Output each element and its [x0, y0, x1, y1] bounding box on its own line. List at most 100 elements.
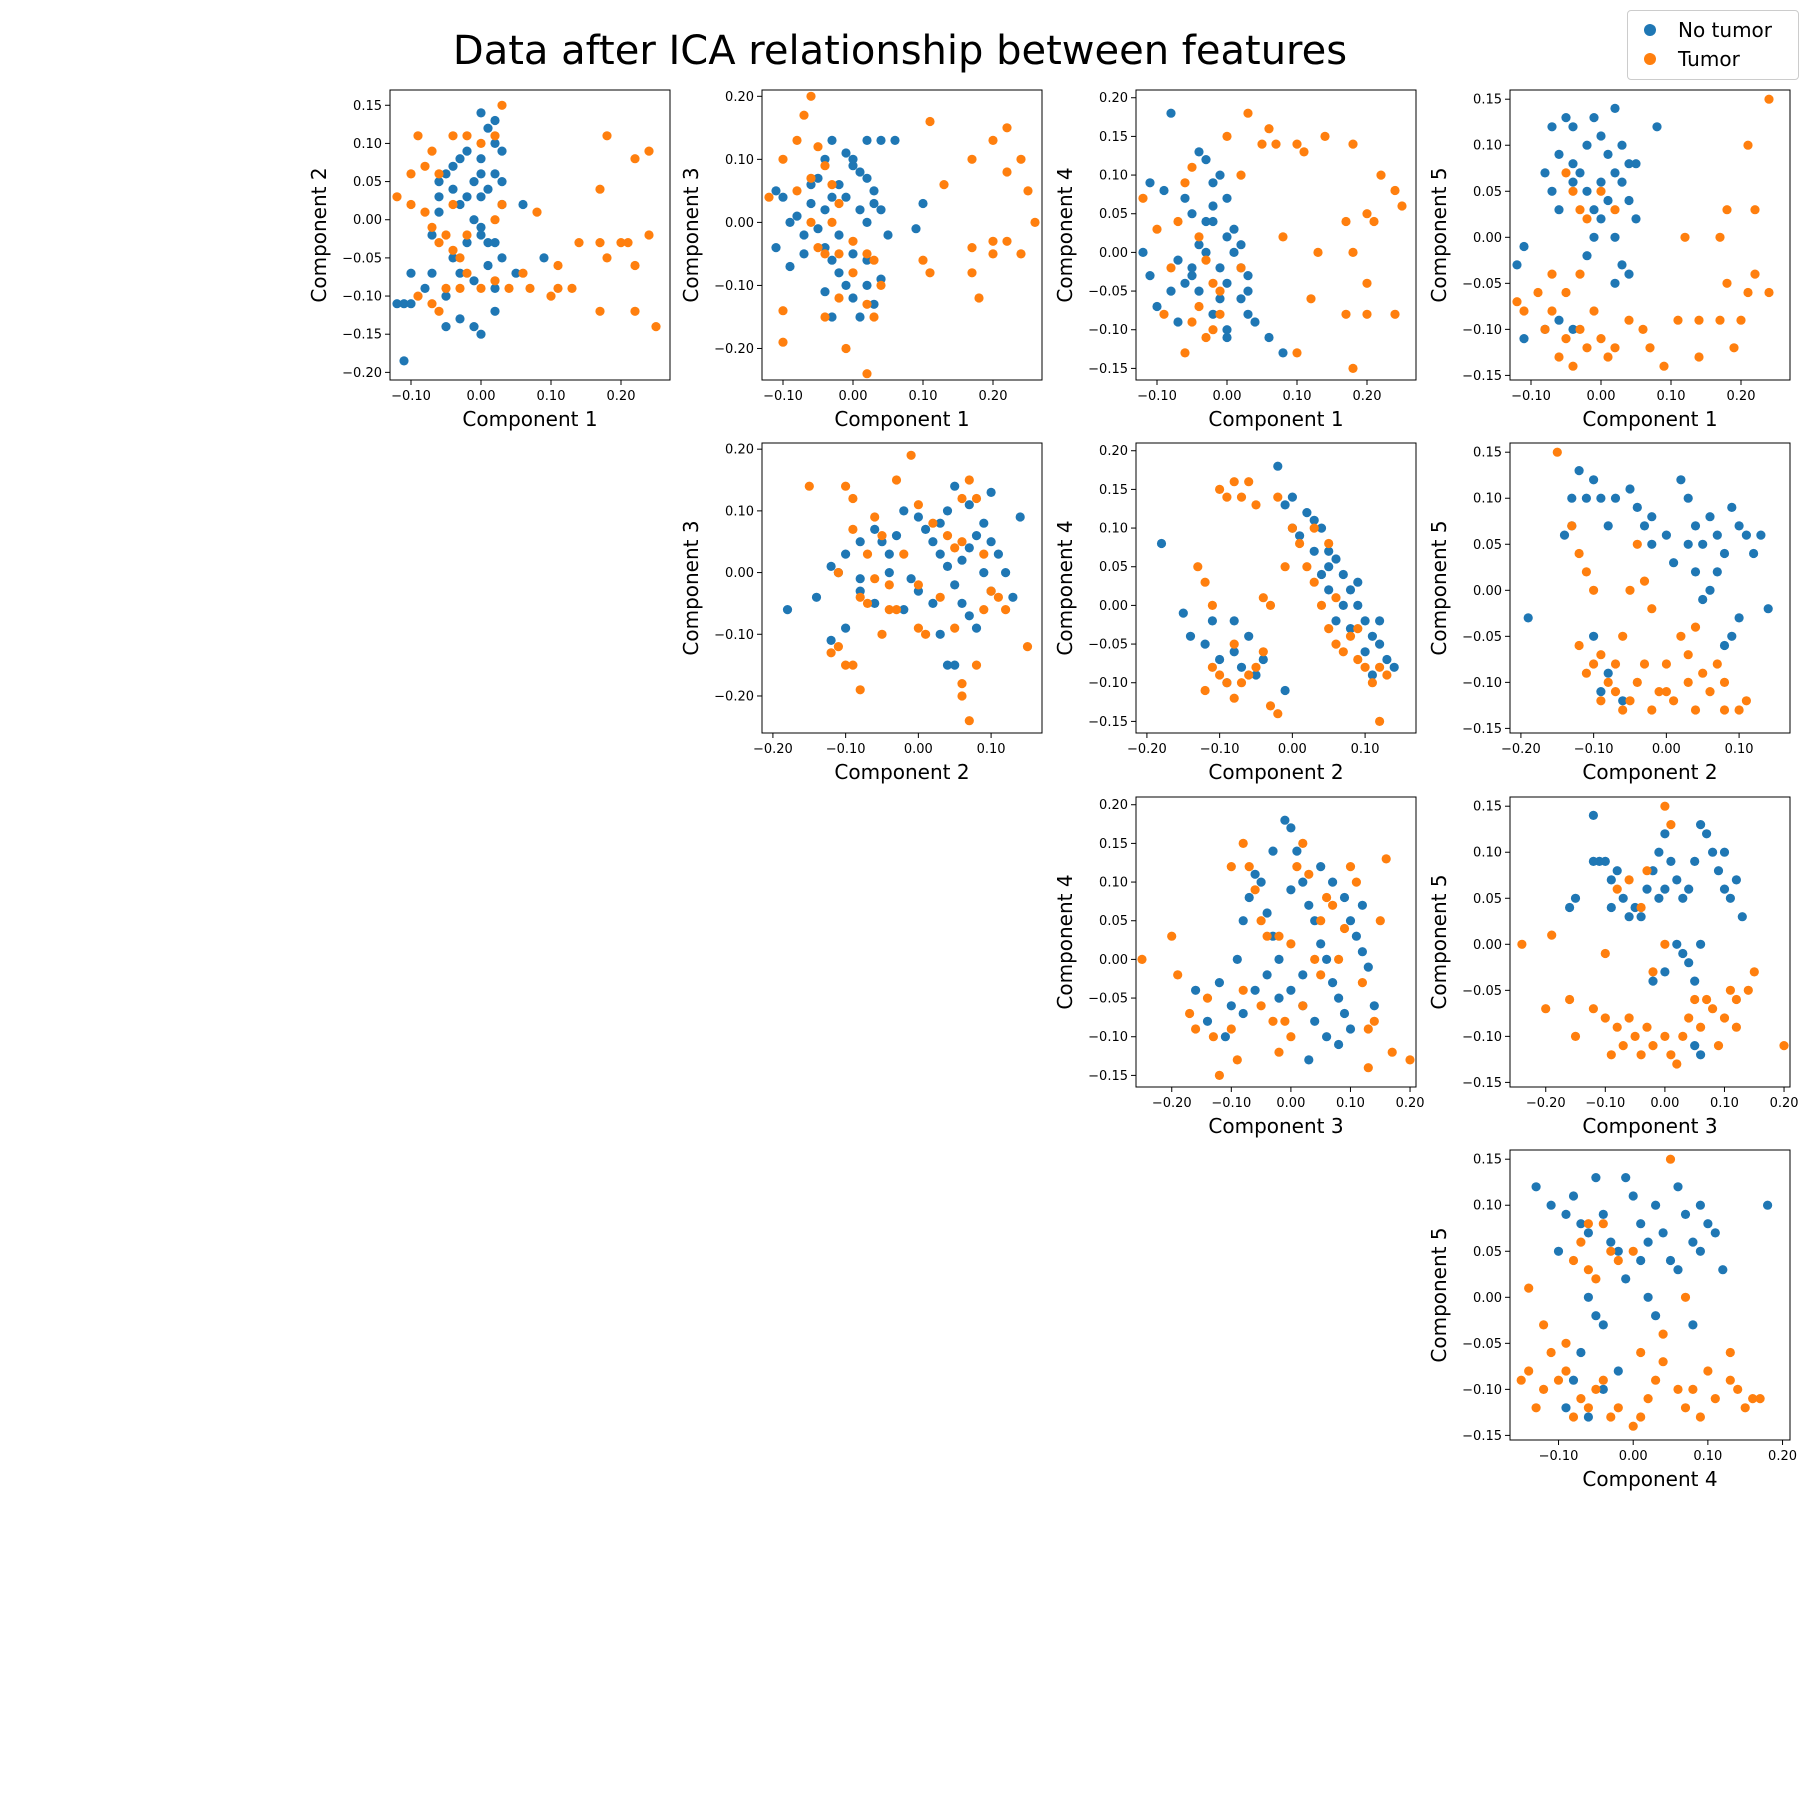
- point-tumor: [1369, 216, 1379, 227]
- point-no-tumor: [1749, 548, 1759, 559]
- point-tumor: [778, 337, 788, 347]
- point-no-tumor: [1708, 847, 1718, 857]
- point-no-tumor: [848, 154, 858, 164]
- point-tumor: [764, 192, 774, 202]
- point-tumor: [1258, 593, 1268, 603]
- point-tumor: [778, 306, 788, 316]
- point-no-tumor: [1331, 554, 1341, 564]
- x-tick-label: −0.10: [1211, 1096, 1251, 1111]
- point-no-tumor: [1229, 616, 1239, 626]
- point-tumor: [862, 369, 872, 379]
- point-tumor: [1628, 1421, 1638, 1431]
- point-no-tumor: [1568, 122, 1578, 132]
- point-tumor: [476, 283, 486, 293]
- point-tumor: [1201, 332, 1211, 343]
- point-tumor: [1600, 948, 1610, 959]
- point-tumor: [1002, 167, 1012, 177]
- point-no-tumor: [1229, 247, 1239, 257]
- point-tumor: [1363, 1024, 1373, 1034]
- point-tumor: [967, 268, 977, 278]
- x-tick-label: 0.20: [1727, 389, 1756, 404]
- point-no-tumor: [1575, 168, 1585, 178]
- point-no-tumor: [1613, 1246, 1623, 1256]
- point-no-tumor: [392, 299, 402, 309]
- y-tick-label: −0.10: [1088, 323, 1128, 338]
- point-no-tumor: [1669, 558, 1679, 568]
- point-no-tumor: [820, 243, 830, 253]
- point-tumor: [1286, 1032, 1296, 1042]
- point-tumor: [1561, 334, 1571, 344]
- point-no-tumor: [1570, 893, 1581, 903]
- point-tumor: [841, 481, 851, 491]
- point-tumor: [1173, 216, 1183, 227]
- point-no-tumor: [497, 146, 507, 156]
- point-no-tumor: [928, 537, 938, 547]
- point-no-tumor: [1610, 278, 1620, 288]
- point-no-tumor: [834, 268, 844, 278]
- point-no-tumor: [1582, 186, 1592, 196]
- point-tumor: [925, 268, 935, 278]
- point-no-tumor: [1229, 224, 1239, 234]
- point-tumor: [1660, 939, 1670, 949]
- point-tumor: [1715, 232, 1725, 242]
- point-tumor: [1665, 1154, 1676, 1164]
- point-no-tumor: [876, 274, 886, 284]
- y-tick-label: 0.20: [1099, 798, 1128, 813]
- point-tumor: [413, 131, 423, 141]
- x-tick-label: −0.10: [1511, 389, 1551, 404]
- point-no-tumor: [1705, 585, 1715, 595]
- point-no-tumor: [1703, 1219, 1713, 1229]
- point-no-tumor: [1338, 569, 1348, 580]
- point-no-tumor: [1302, 507, 1312, 518]
- point-tumor: [427, 222, 437, 232]
- point-tumor: [1666, 1050, 1676, 1060]
- point-no-tumor: [1324, 585, 1334, 595]
- point-tumor: [1695, 1412, 1705, 1422]
- point-tumor: [848, 493, 858, 504]
- point-tumor: [1208, 325, 1218, 335]
- point-tumor: [862, 549, 873, 559]
- x-tick-label: −0.10: [1137, 389, 1177, 404]
- point-tumor: [1382, 670, 1392, 680]
- point-tumor: [1733, 1384, 1743, 1394]
- point-tumor: [964, 475, 974, 485]
- point-tumor: [1531, 1403, 1541, 1413]
- point-no-tumor: [462, 146, 472, 156]
- point-no-tumor: [476, 222, 486, 232]
- point-tumor: [1708, 1004, 1718, 1014]
- point-tumor: [1612, 884, 1622, 894]
- point-tumor: [1167, 931, 1177, 941]
- x-tick-label: −0.10: [826, 742, 866, 757]
- point-no-tumor: [1598, 1320, 1608, 1330]
- legend: No tumor Tumor: [1627, 10, 1799, 80]
- point-tumor: [602, 253, 612, 263]
- point-tumor: [988, 135, 998, 145]
- point-no-tumor: [1695, 1200, 1705, 1210]
- point-tumor: [1589, 659, 1599, 669]
- point-tumor: [1309, 577, 1319, 587]
- point-tumor: [1603, 352, 1613, 362]
- point-no-tumor: [1236, 240, 1246, 250]
- point-no-tumor: [1696, 1050, 1706, 1060]
- point-tumor: [1583, 1219, 1593, 1229]
- point-no-tumor: [1654, 893, 1664, 903]
- point-tumor: [1180, 178, 1190, 188]
- point-tumor: [1271, 139, 1281, 149]
- point-no-tumor: [1166, 286, 1176, 296]
- point-no-tumor: [799, 230, 809, 240]
- point-tumor: [420, 161, 430, 171]
- point-no-tumor: [1256, 877, 1266, 887]
- point-tumor: [1185, 1008, 1195, 1019]
- point-no-tumor: [1001, 568, 1011, 578]
- point-no-tumor: [1610, 232, 1620, 242]
- point-no-tumor: [841, 280, 851, 290]
- point-tumor: [427, 146, 437, 156]
- point-no-tumor: [1603, 521, 1613, 531]
- point-tumor: [1405, 1055, 1415, 1065]
- point-tumor: [546, 291, 556, 301]
- point-no-tumor: [1567, 493, 1577, 503]
- point-no-tumor: [455, 268, 465, 278]
- point-no-tumor: [1345, 624, 1356, 634]
- point-tumor: [1764, 94, 1774, 104]
- x-axis-label: Component 1: [462, 407, 597, 431]
